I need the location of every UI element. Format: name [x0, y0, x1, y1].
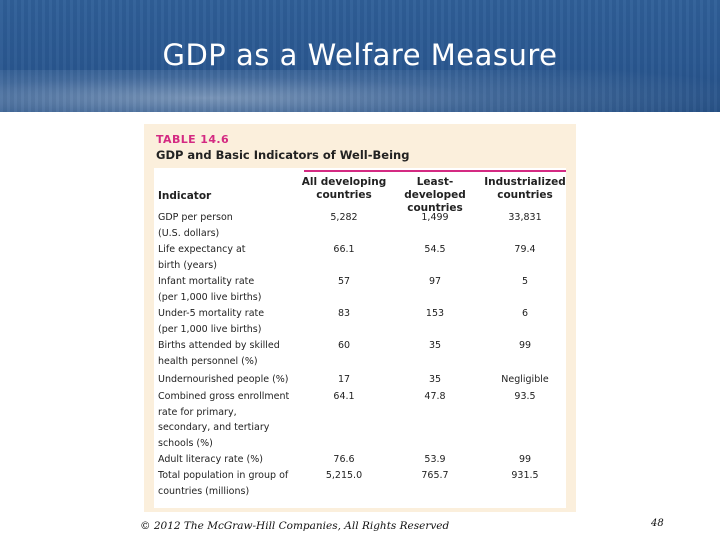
row-label-population: Total population in group of countries (… [158, 468, 308, 499]
column-header-indicator: Indicator [158, 190, 211, 202]
cell-undernourished-industrialized: Negligible [482, 372, 568, 388]
cell-infant-industrialized: 5 [482, 274, 568, 290]
row-label-gdp: GDP per person (U.S. dollars) [158, 210, 308, 241]
cell-enrollment-industrialized: 93.5 [482, 389, 568, 405]
cell-births-least: 35 [386, 338, 484, 354]
cell-population-least: 765.7 [386, 468, 484, 484]
cell-infant-least: 97 [386, 274, 484, 290]
header-rule [304, 170, 566, 172]
column-header-developing: All developing countries [300, 176, 388, 202]
table-figure: TABLE 14.6 GDP and Basic Indicators of W… [144, 124, 576, 512]
cell-undernourished-least: 35 [386, 372, 484, 388]
row-label-enrollment: Combined gross enrollment rate for prima… [158, 389, 308, 451]
cell-population-developing: 5,215.0 [300, 468, 388, 484]
cell-under5-least: 153 [386, 306, 484, 322]
row-label-literacy: Adult literacy rate (%) [158, 452, 308, 468]
cell-life-developing: 66.1 [300, 242, 388, 258]
row-label-undernourished: Undernourished people (%) [158, 372, 308, 388]
cell-undernourished-developing: 17 [300, 372, 388, 388]
row-label-under5-mortality: Under-5 mortality rate (per 1,000 live b… [158, 306, 308, 337]
cell-births-industrialized: 99 [482, 338, 568, 354]
cell-gdp-developing: 5,282 [300, 210, 388, 226]
page-number: 48 [651, 518, 664, 529]
slide-title: GDP as a Welfare Measure [0, 38, 720, 72]
cell-gdp-least: 1,499 [386, 210, 484, 226]
cell-gdp-industrialized: 33,831 [482, 210, 568, 226]
row-label-life-expectancy: Life expectancy at birth (years) [158, 242, 308, 273]
cell-infant-developing: 57 [300, 274, 388, 290]
cell-enrollment-least: 47.8 [386, 389, 484, 405]
cell-literacy-industrialized: 99 [482, 452, 568, 468]
cell-life-industrialized: 79.4 [482, 242, 568, 258]
cell-births-developing: 60 [300, 338, 388, 354]
cell-enrollment-developing: 64.1 [300, 389, 388, 405]
copyright-notice: © 2012 The McGraw-Hill Companies, All Ri… [140, 520, 449, 532]
row-label-births-attended: Births attended by skilled health person… [158, 338, 308, 369]
column-header-industrialized: Industrialized countries [482, 176, 568, 202]
cell-life-least: 54.5 [386, 242, 484, 258]
table-number: TABLE 14.6 [156, 133, 229, 146]
table-body: Indicator All developing countries Least… [154, 168, 566, 508]
cell-population-industrialized: 931.5 [482, 468, 568, 484]
row-label-infant-mortality: Infant mortality rate (per 1,000 live bi… [158, 274, 308, 305]
cell-under5-industrialized: 6 [482, 306, 568, 322]
cell-literacy-developing: 76.6 [300, 452, 388, 468]
table-title: GDP and Basic Indicators of Well-Being [156, 148, 409, 162]
cell-literacy-least: 53.9 [386, 452, 484, 468]
cell-under5-developing: 83 [300, 306, 388, 322]
